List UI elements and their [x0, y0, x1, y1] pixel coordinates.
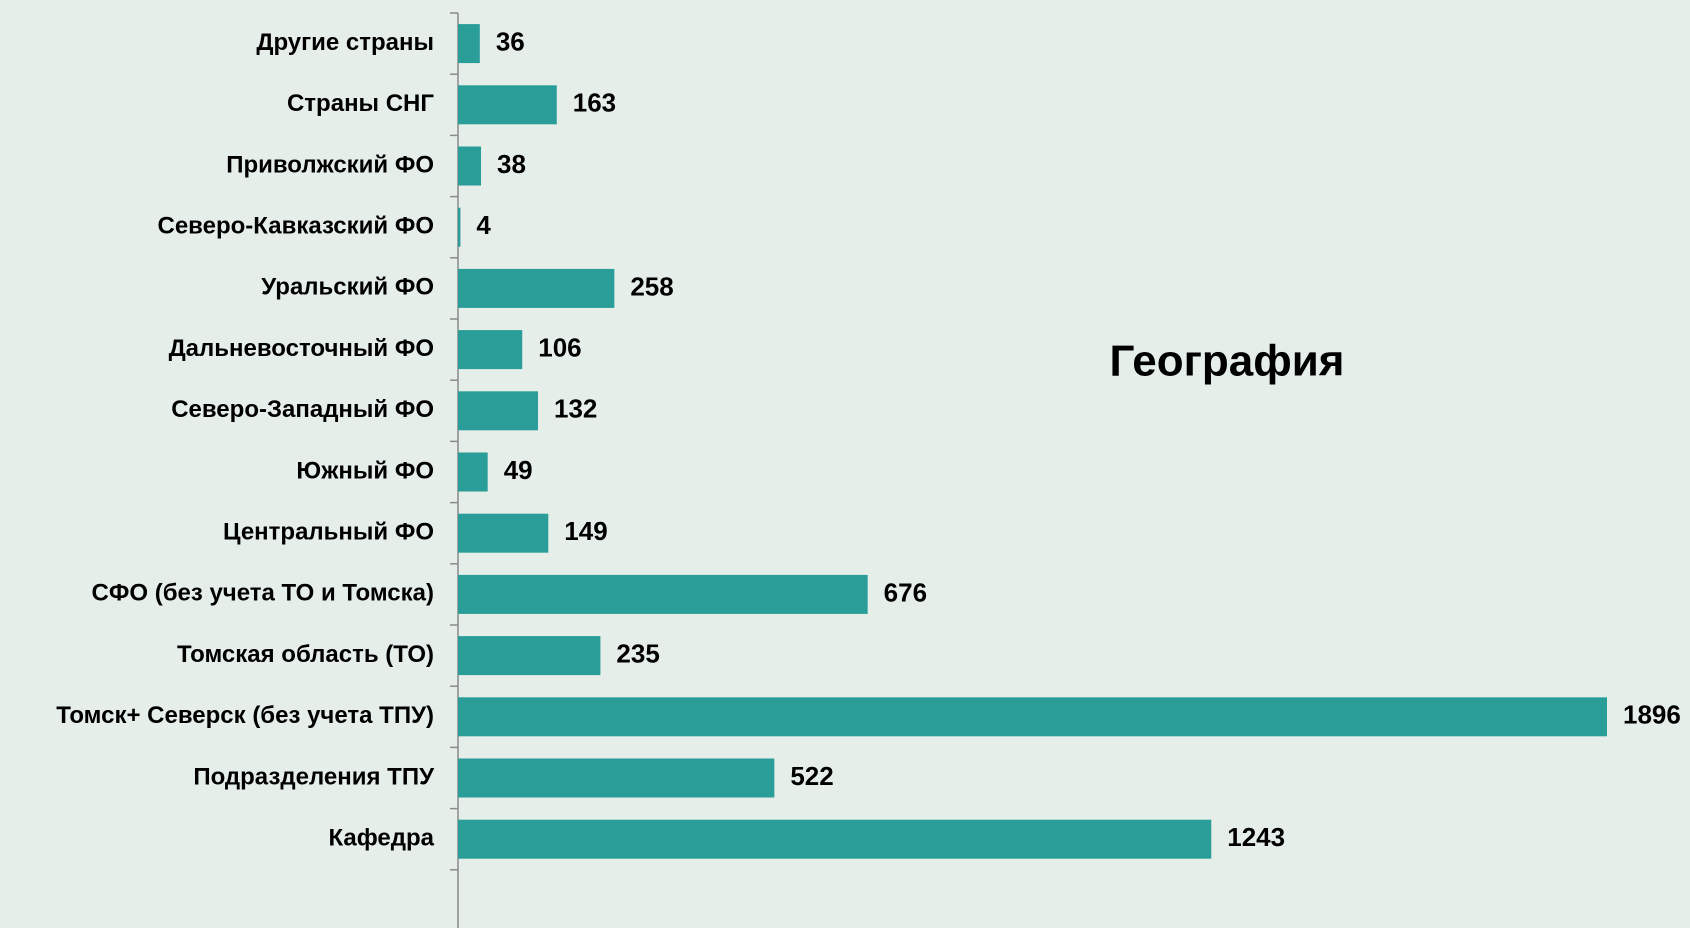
- category-label: Страны СНГ: [287, 90, 434, 117]
- value-label: 38: [497, 149, 526, 179]
- category-label: Северо-Западный ФО: [171, 396, 434, 423]
- category-label: Томская область (ТО): [177, 641, 434, 668]
- value-label: 132: [554, 394, 597, 424]
- bar: [458, 85, 557, 125]
- category-label: Уральский ФО: [261, 274, 434, 301]
- category-label: Другие страны: [256, 29, 434, 56]
- value-label: 1243: [1227, 822, 1285, 852]
- category-label: Томск+ Северск (без учета ТПУ): [56, 702, 434, 729]
- value-label: 676: [884, 577, 927, 607]
- category-label: Подразделения ТПУ: [193, 763, 435, 790]
- category-label: СФО (без учета ТО и Томска): [92, 580, 434, 607]
- chart-title: География: [1110, 337, 1345, 386]
- bar: [458, 146, 482, 186]
- value-label: 49: [504, 455, 533, 485]
- bar: [458, 513, 549, 553]
- category-label: Южный ФО: [296, 457, 434, 484]
- bar: [458, 330, 523, 370]
- bar: [458, 697, 1607, 737]
- bar: [458, 268, 615, 308]
- category-label: Кафедра: [328, 825, 434, 852]
- value-label: 522: [790, 761, 833, 791]
- value-label: 163: [573, 88, 616, 118]
- value-label: 235: [616, 638, 659, 668]
- value-label: 36: [496, 26, 525, 56]
- value-label: 106: [538, 332, 581, 362]
- category-label: Северо-Кавказский ФО: [158, 213, 435, 240]
- value-label: 1896: [1623, 700, 1681, 730]
- bar: [458, 391, 538, 431]
- category-label: Приволжский ФО: [226, 151, 434, 178]
- bar: [458, 636, 601, 676]
- bar: [458, 207, 461, 247]
- value-label: 149: [564, 516, 607, 546]
- category-label: Центральный ФО: [223, 519, 434, 546]
- category-label: Дальневосточный ФО: [169, 335, 434, 362]
- value-label: 258: [630, 271, 673, 301]
- bar: [458, 819, 1212, 859]
- bar: [458, 452, 488, 492]
- value-label: 4: [476, 210, 491, 240]
- bar: [458, 574, 868, 614]
- bar: [458, 758, 775, 798]
- bar: [458, 24, 480, 64]
